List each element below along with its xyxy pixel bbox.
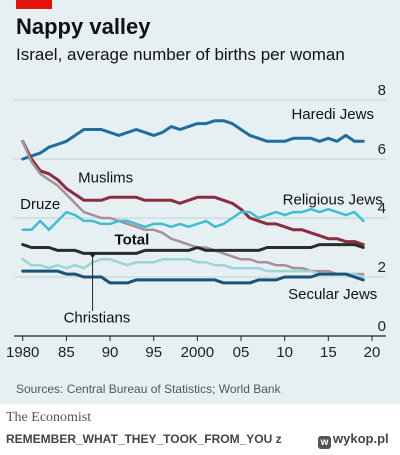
series-line-muslims [21, 139, 365, 247]
series-label-total: Total [115, 232, 150, 249]
y-tick-label-8: 8 [378, 82, 386, 99]
series-line-christians [21, 258, 365, 279]
chart-title: Nappy valley [16, 14, 151, 39]
x-tick-label-1980: 1980 [6, 344, 39, 361]
chart-subtitle: Israel, average number of births per wom… [16, 45, 345, 64]
x-tick-label-1990: 90 [102, 344, 119, 361]
series-label-muslims: Muslims [78, 170, 133, 187]
y-tick-label-2: 2 [378, 259, 386, 276]
wykop-logo-icon: w [318, 436, 331, 449]
x-tick-label-2010: 10 [276, 344, 293, 361]
series-label-religious-jews: Religious Jews [283, 192, 383, 209]
x-tick-label-2000: 2000 [181, 344, 214, 361]
y-tick-label-6: 6 [378, 141, 386, 158]
series-line-secular-jews [21, 269, 365, 285]
series-line-religious-jews [21, 207, 365, 232]
y-tick-label-0: 0 [378, 318, 386, 335]
credit-conj: z [275, 432, 282, 446]
x-tick-label-2015: 15 [320, 344, 337, 361]
y-tick-label-4: 4 [378, 200, 386, 217]
x-tick-label-2020: 20 [364, 344, 381, 361]
x-tick-label-1985: 85 [58, 344, 75, 361]
series-label-christians: Christians [64, 310, 131, 327]
x-tick-label-1995: 95 [145, 344, 162, 361]
series-line-druze [21, 140, 365, 276]
x-axis: 1980 85 90 95 2000 05 10 15 20 [6, 335, 386, 361]
wykop-site: wykop.pl [333, 431, 389, 446]
series-labels: Haredi Jews Muslims Druze Religious Jews Tot… [20, 106, 383, 327]
brand-accent-tag [16, 0, 52, 9]
christians-leader-dot [90, 252, 95, 258]
publisher-name: The Economist [6, 410, 92, 425]
series-label-haredi-jews: Haredi Jews [291, 106, 374, 123]
series-line-haredi-jews [21, 119, 365, 161]
series-lines [21, 119, 365, 285]
credit-line: REMEMBER_WHAT_THEY_TOOK_FROM_YOU z [6, 432, 282, 446]
series-line-total [21, 243, 365, 255]
line-chart: 0 2 4 6 8 Haredi Jews Muslims Druze Religious J… [6, 82, 386, 361]
wykop-link[interactable]: w wykop.pl [318, 431, 389, 449]
credit-user[interactable]: REMEMBER_WHAT_THEY_TOOK_FROM_YOU [6, 432, 273, 446]
chart-source: Sources: Central Bureau of Statistics; W… [16, 382, 281, 396]
series-label-secular-jews: Secular Jews [288, 286, 377, 303]
x-tick-label-2005: 05 [233, 344, 250, 361]
series-label-druze: Druze [20, 196, 60, 213]
